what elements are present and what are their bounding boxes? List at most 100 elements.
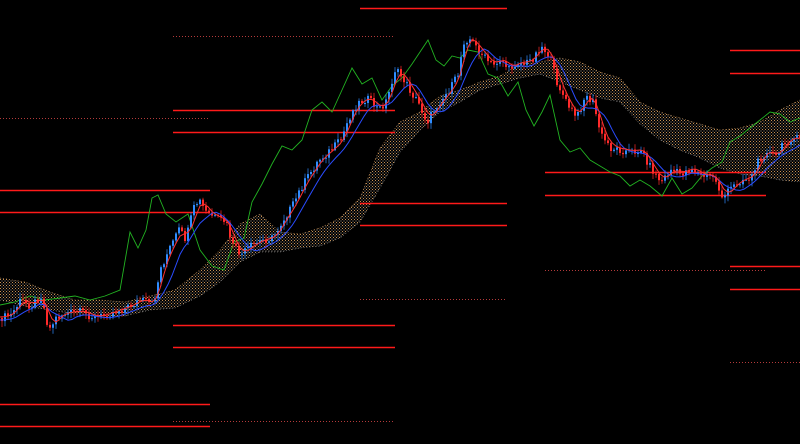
bull-candle	[577, 112, 579, 116]
bull-candle	[79, 308, 81, 313]
bull-candle	[91, 318, 93, 320]
ichimoku-cloud-layer	[0, 57, 800, 317]
bull-candle	[466, 42, 468, 45]
bull-candle	[730, 186, 732, 189]
bear-candle	[619, 147, 621, 153]
bear-candle	[43, 298, 45, 309]
bull-candle	[16, 307, 18, 311]
bull-candle	[34, 299, 36, 308]
bear-candle	[481, 53, 483, 55]
bear-candle	[475, 41, 477, 46]
bull-candle	[118, 311, 120, 314]
bull-candle	[4, 313, 6, 322]
bull-candle	[259, 240, 261, 243]
bull-candle	[352, 110, 354, 120]
bull-candle	[724, 195, 726, 198]
tenkan-sen-line	[0, 38, 800, 323]
bear-candle	[340, 139, 342, 141]
bull-candle	[388, 92, 390, 100]
bear-candle	[49, 324, 51, 328]
chikou-span-layer	[0, 39, 800, 306]
bear-candle	[661, 180, 663, 182]
bull-candle	[166, 254, 168, 265]
bear-candle	[532, 59, 534, 62]
bear-candle	[556, 68, 558, 86]
bull-candle	[316, 161, 318, 171]
bear-candle	[106, 315, 108, 319]
bull-candle	[790, 141, 792, 145]
bear-candle	[478, 45, 480, 54]
bull-candle	[193, 205, 195, 216]
bull-candle	[757, 158, 759, 171]
bear-candle	[493, 61, 495, 65]
bear-candle	[331, 149, 333, 151]
bear-candle	[82, 308, 84, 311]
bear-candle	[565, 94, 567, 99]
bear-candle	[748, 179, 750, 181]
bull-candle	[133, 306, 135, 308]
bull-candle	[349, 119, 351, 124]
bear-candle	[88, 313, 90, 320]
bear-candle	[226, 222, 228, 223]
bull-candle	[529, 59, 531, 61]
bull-candle	[583, 99, 585, 111]
bull-candle	[394, 72, 396, 84]
bull-candle	[289, 206, 291, 218]
bull-candle	[256, 242, 258, 244]
bull-candle	[739, 184, 741, 186]
bear-candle	[694, 169, 696, 174]
bull-candle	[187, 227, 189, 242]
bear-candle	[736, 184, 738, 186]
bull-candle	[160, 267, 162, 283]
bear-candle	[595, 99, 597, 115]
bear-candle	[502, 61, 504, 62]
bear-candle	[22, 298, 24, 300]
bull-candle	[460, 57, 462, 76]
bear-candle	[607, 140, 609, 144]
bull-candle	[295, 198, 297, 202]
bull-candle	[214, 214, 216, 216]
bull-candle	[733, 184, 735, 187]
bear-candle	[28, 303, 30, 309]
bull-candle	[163, 264, 165, 268]
bull-candle	[508, 66, 510, 68]
kumo-cloud	[0, 58, 800, 316]
bear-candle	[634, 149, 636, 154]
bear-candle	[253, 242, 255, 244]
bear-candle	[265, 239, 267, 243]
bear-candle	[121, 311, 123, 313]
bear-candle	[604, 133, 606, 141]
bull-candle	[745, 179, 747, 181]
bear-candle	[409, 82, 411, 93]
bear-candle	[46, 308, 48, 325]
bull-candle	[469, 39, 471, 43]
bull-candle	[433, 111, 435, 113]
bull-candle	[190, 215, 192, 228]
bear-candle	[139, 300, 141, 302]
bull-candle	[616, 147, 618, 150]
bear-candle	[553, 57, 555, 69]
bull-candle	[268, 241, 270, 243]
bear-candle	[562, 90, 564, 95]
bear-candle	[427, 119, 429, 124]
bull-candle	[415, 97, 417, 99]
bull-candle	[178, 227, 180, 234]
bear-candle	[232, 237, 234, 244]
bull-candle	[307, 174, 309, 179]
bear-candle	[682, 173, 684, 176]
chikou-span-line	[0, 39, 800, 306]
bull-candle	[52, 324, 54, 328]
bull-candle	[169, 245, 171, 255]
bear-candle	[421, 103, 423, 113]
bear-candle	[568, 98, 570, 108]
bear-candle	[715, 177, 717, 182]
bull-candle	[484, 54, 486, 56]
bear-candle	[184, 230, 186, 241]
bull-candle	[64, 314, 66, 316]
bear-candle	[688, 170, 690, 172]
bull-candle	[241, 253, 243, 255]
bull-candle	[676, 169, 678, 172]
bear-candle	[400, 69, 402, 77]
